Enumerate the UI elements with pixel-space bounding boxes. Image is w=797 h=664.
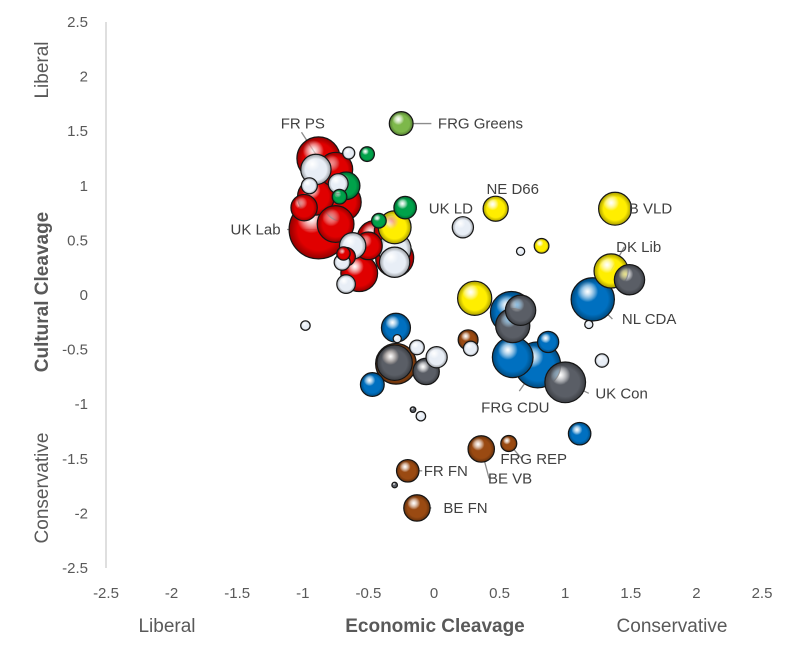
bubble-point-white xyxy=(515,246,526,257)
annotation-label: NL CDA xyxy=(622,311,676,328)
bubble-point-grey xyxy=(391,481,399,489)
annotation-label: FR FN xyxy=(424,463,468,480)
bubble-point-red xyxy=(316,205,355,244)
annotation-labels: FRG Greens FR PS UK LD NE D66 B VLD DK Lib UK … xyxy=(231,116,677,517)
bubble-point-yellow xyxy=(482,195,509,222)
bubble-point-blue xyxy=(536,330,560,354)
x-tick-label: 0 xyxy=(430,585,438,602)
annotation-label: B VLD xyxy=(629,201,673,218)
x-axis-title-left: Liberal xyxy=(138,616,195,637)
x-axis-title: Economic Cleavage xyxy=(345,616,525,637)
bubble-point-white xyxy=(327,173,349,195)
bubble-point-blue xyxy=(567,421,592,446)
x-tick-label: -1.5 xyxy=(224,585,250,602)
y-tick-label: -1.5 xyxy=(62,451,88,468)
bubble-point-green xyxy=(393,195,417,220)
annotation-label: BE FN xyxy=(443,500,487,517)
bubble-point-grey xyxy=(409,406,417,414)
bubble-point-green xyxy=(331,188,348,205)
annotation-label: FR PS xyxy=(281,116,325,133)
y-tick-label: -0.5 xyxy=(62,342,88,359)
x-tick-label: -0.5 xyxy=(355,585,381,602)
x-axis-title-right: Conservative xyxy=(617,616,728,637)
x-tick-label: -1 xyxy=(296,585,309,602)
y-tick-label: 2.5 xyxy=(67,14,88,31)
bubble-point-lightgreen xyxy=(388,111,414,137)
bubble-point-white xyxy=(462,340,479,357)
y-axis-title-bottom: Conservative xyxy=(32,433,53,544)
bubble-point-white xyxy=(584,319,594,330)
bubble-point-red xyxy=(336,246,351,261)
x-tick-label: -2.5 xyxy=(93,585,119,602)
bubble-point-brown xyxy=(403,494,431,522)
x-tick-label: 2.5 xyxy=(752,585,773,602)
bubble-point-green xyxy=(370,212,387,229)
bubble-point-white xyxy=(300,320,311,331)
annotation-label: DK Lib xyxy=(616,239,661,256)
bubble-point-yellow xyxy=(598,191,633,226)
x-tick-labels: -2.5 -2 -1.5 -1 -0.5 0 0.5 1 1.5 2 2.5 xyxy=(93,585,772,602)
bubble-point-yellow xyxy=(533,237,550,254)
bubble-point-red xyxy=(290,193,318,222)
annotation-label: UK LD xyxy=(429,201,473,218)
x-tick-label: 1.5 xyxy=(620,585,641,602)
annotation-label: UK Lab xyxy=(231,221,281,238)
y-axis-title-top: Liberal xyxy=(32,41,53,98)
y-axis-title: Cultural Cleavage xyxy=(32,212,53,373)
bubble-point-white xyxy=(300,153,332,186)
bubble-series xyxy=(288,111,646,522)
annotation-label: FRG CDU xyxy=(481,399,549,416)
y-tick-label: 0.5 xyxy=(67,232,88,249)
y-tick-label: -2 xyxy=(75,505,88,522)
y-tick-labels: 2.5 2 1.5 1 0.5 0 -0.5 -1 -1.5 -2 -2.5 xyxy=(62,14,88,577)
annotation-label: NE D66 xyxy=(486,181,539,198)
bubble-point-white xyxy=(336,274,356,294)
bubble-point-white xyxy=(415,410,427,422)
bubble-point-grey xyxy=(613,263,646,296)
bubble-point-blue xyxy=(570,277,616,322)
bubble-point-yellow xyxy=(456,280,493,316)
bubble-point-brown xyxy=(395,458,420,483)
bubble-point-grey xyxy=(504,294,537,327)
y-tick-label: 1 xyxy=(80,178,88,195)
bubble-point-white xyxy=(408,339,425,356)
annotation-label: FRG Greens xyxy=(438,116,523,133)
bubble-point-blue xyxy=(359,372,385,398)
bubble-point-grey xyxy=(376,344,413,382)
bubble-point-white xyxy=(300,177,318,195)
annotation-label: UK Con xyxy=(595,385,648,402)
bubble-point-brown xyxy=(500,434,518,453)
y-tick-label: 1.5 xyxy=(67,123,88,140)
bubble-point-white xyxy=(451,216,475,239)
bubble-point-white xyxy=(342,146,356,160)
x-tick-label: 0.5 xyxy=(489,585,510,602)
bubble-point-green xyxy=(359,146,376,163)
bubble-point-blue xyxy=(380,312,412,343)
bubble-point-white xyxy=(594,353,610,368)
y-tick-label: -1 xyxy=(75,396,88,413)
annotation-label: FRG REP xyxy=(500,451,567,468)
annotation-label: BE VB xyxy=(488,470,532,487)
x-tick-label: -2 xyxy=(165,585,178,602)
x-tick-label: 1 xyxy=(561,585,569,602)
bubble-point-brown xyxy=(467,435,496,463)
bubble-point-white xyxy=(425,346,448,369)
bubble-point-white xyxy=(378,246,411,278)
bubble-point-grey xyxy=(544,361,587,404)
y-tick-label: 0 xyxy=(80,287,88,304)
y-tick-label: -2.5 xyxy=(62,560,88,577)
x-tick-label: 2 xyxy=(692,585,700,602)
bubble-point-white xyxy=(392,333,402,344)
y-tick-label: 2 xyxy=(80,69,88,86)
